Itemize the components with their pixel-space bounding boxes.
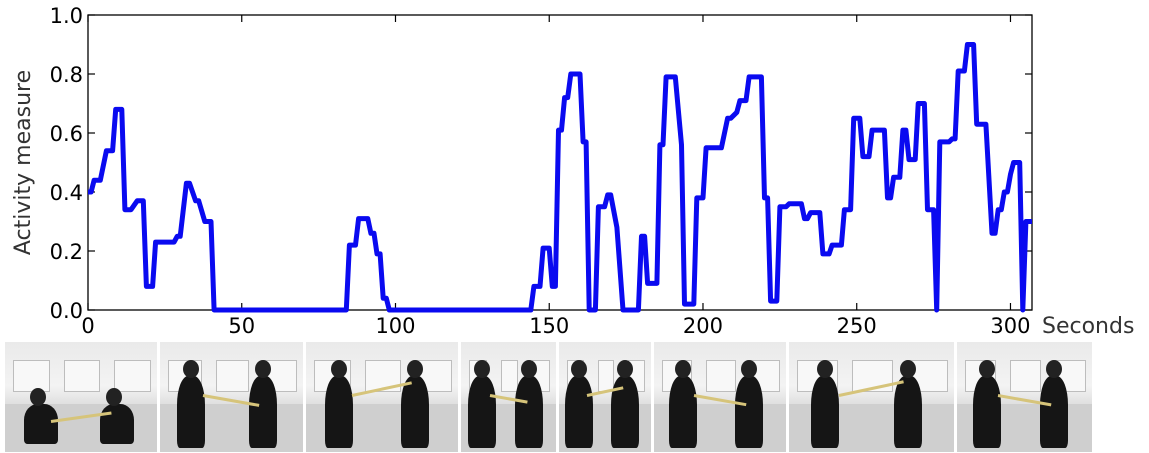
dojo-window — [706, 360, 736, 392]
activity-chart: 0 50 100 150 200 250 300 0.0 0.2 0.4 0.6 0.8 1.0 Sec… — [11, 4, 1134, 339]
kendo-helmet — [675, 360, 692, 378]
kendo-helmet — [254, 360, 271, 378]
x-tick-label: 100 — [375, 314, 415, 338]
dojo-window — [63, 360, 101, 392]
kendo-fighter — [893, 376, 922, 448]
kendo-helmet — [521, 360, 538, 378]
y-tick-label: 0.0 — [50, 299, 83, 323]
x-tick-label: 150 — [529, 314, 569, 338]
dojo-window — [114, 360, 151, 392]
kendo-fighter — [24, 404, 59, 444]
plot-area-border — [87, 14, 1033, 311]
dojo-window — [215, 360, 250, 392]
y-tick-label: 0.6 — [50, 122, 83, 146]
frame-2 — [160, 342, 303, 452]
plot-frame — [87, 14, 1033, 311]
kendo-fighter — [811, 376, 840, 448]
kendo-helmet — [106, 388, 123, 406]
frame-4 — [461, 342, 556, 452]
dojo-window — [500, 360, 519, 392]
kendo-fighter — [325, 376, 354, 448]
axis-ticks — [87, 14, 1032, 311]
y-axis-title: Activity measure — [11, 70, 36, 255]
kendo-fighter — [565, 376, 594, 448]
y-tick-label: 0.8 — [50, 63, 83, 87]
x-tick-label: 250 — [837, 314, 877, 338]
x-tick-label: 50 — [228, 314, 255, 338]
kendo-helmet — [617, 360, 634, 378]
kendo-fighter — [248, 376, 277, 448]
frame-5 — [559, 342, 651, 452]
y-tick-label: 0.4 — [50, 181, 83, 205]
kendo-helmet — [1046, 360, 1063, 378]
kendo-helmet — [899, 360, 916, 378]
kendo-fighter — [735, 376, 764, 448]
kendo-fighter — [401, 376, 430, 448]
y-tick-label: 0.2 — [50, 240, 83, 264]
frame-7 — [789, 342, 954, 452]
y-tick-label: 1.0 — [50, 4, 83, 28]
x-axis-title: Seconds — [1042, 314, 1134, 339]
dojo-window — [1010, 360, 1041, 392]
frame-1 — [5, 342, 157, 452]
kendo-fighter — [669, 376, 698, 448]
dojo-window — [13, 360, 50, 392]
kendo-fighter — [1040, 376, 1069, 448]
x-tick-label: 200 — [683, 314, 723, 338]
kendo-fighter — [467, 376, 496, 448]
kendo-fighter — [972, 376, 1001, 448]
frame-6 — [654, 342, 786, 452]
dojo-window — [597, 360, 615, 392]
kendo-helmet — [183, 360, 200, 378]
x-tick-label: 300 — [990, 314, 1030, 338]
frame-3 — [306, 342, 458, 452]
kendo-helmet — [473, 360, 490, 378]
kendo-fighter — [515, 376, 544, 448]
x-tick-label: 0 — [81, 314, 94, 338]
kendo-helmet — [30, 388, 47, 406]
kendo-helmet — [817, 360, 834, 378]
kendo-helmet — [741, 360, 758, 378]
kendo-helmet — [978, 360, 995, 378]
activity-series-line — [88, 42, 1032, 313]
video-frame-strip — [5, 342, 1095, 452]
kendo-helmet — [407, 360, 424, 378]
kendo-helmet — [571, 360, 588, 378]
kendo-fighter — [100, 404, 135, 444]
kendo-helmet — [331, 360, 348, 378]
axis-tick-labels: 0 50 100 150 200 250 300 0.0 0.2 0.4 0.6 0.8 1.0 — [50, 4, 1031, 338]
frame-8 — [957, 342, 1092, 452]
kendo-fighter — [177, 376, 206, 448]
